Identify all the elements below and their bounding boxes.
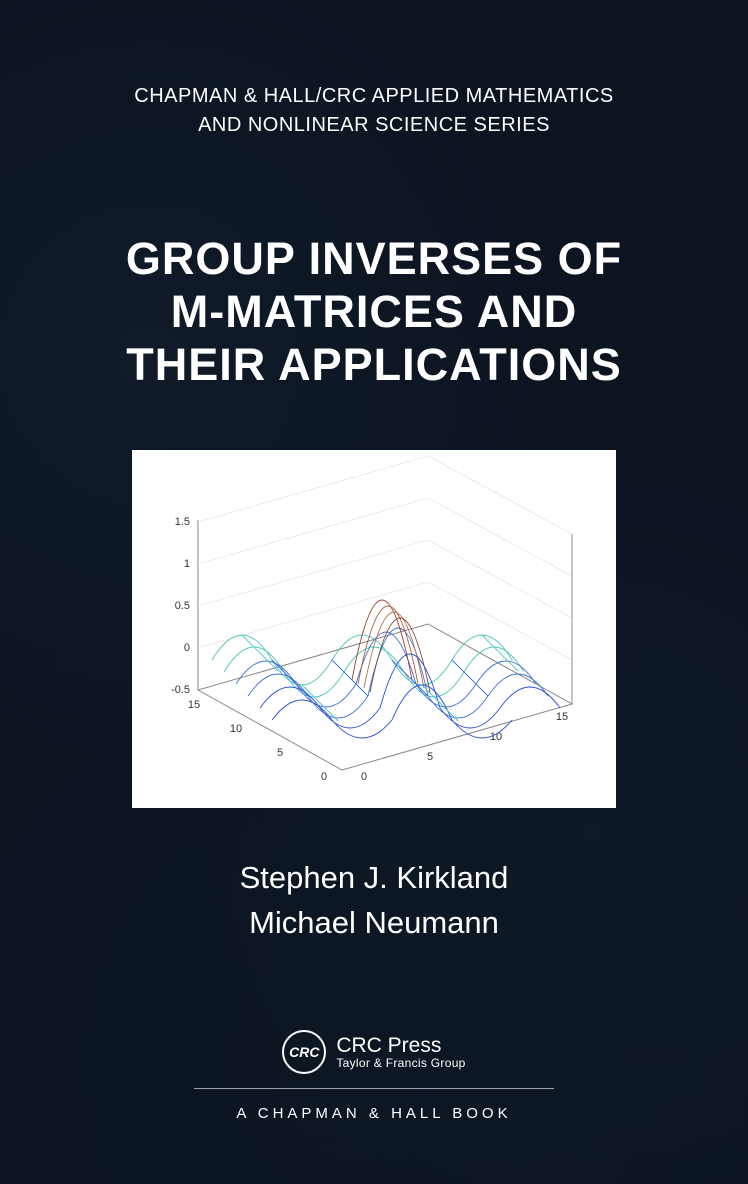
title-line: THEIR APPLICATIONS: [126, 339, 622, 390]
series-line: AND NONLINEAR SCIENCE SERIES: [198, 114, 550, 136]
y-tick: 0: [321, 771, 327, 783]
publisher-name: CRC Press: [336, 1034, 465, 1057]
z-tick: 1: [184, 558, 190, 570]
x-tick: 5: [427, 751, 433, 763]
z-axis-labels: 1.5 1 0.5 0 -0.5: [171, 516, 190, 696]
z-tick: 0: [184, 642, 190, 654]
publisher-text: CRC Press Taylor & Francis Group: [336, 1034, 465, 1070]
author-name: Stephen J. Kirkland: [240, 860, 509, 895]
publisher-tagline: Taylor & Francis Group: [336, 1057, 465, 1070]
title-line: GROUP INVERSES OF: [126, 233, 622, 284]
y-tick: 5: [277, 747, 283, 759]
surface-mesh: [212, 600, 560, 738]
z-gridlines: [198, 456, 572, 660]
y-tick: 10: [230, 723, 242, 735]
y-tick: 15: [188, 699, 200, 711]
cover-plot: 1.5 1 0.5 0 -0.5 15 10 5 0 0 5 10 15: [132, 450, 616, 808]
divider: [194, 1088, 554, 1089]
y-axis-labels: 15 10 5 0: [188, 699, 327, 783]
title-line: M-MATRICES AND: [171, 286, 577, 337]
book-title: GROUP INVERSES OF M-MATRICES AND THEIR A…: [0, 232, 748, 391]
series-line: CHAPMAN & HALL/CRC APPLIED MATHEMATICS: [134, 85, 613, 107]
x-tick: 10: [490, 731, 502, 743]
publisher-block: CRC CRC Press Taylor & Francis Group A C…: [0, 1030, 748, 1122]
author-name: Michael Neumann: [249, 905, 499, 940]
x-tick: 15: [556, 711, 568, 723]
z-tick: -0.5: [171, 684, 190, 696]
authors: Stephen J. Kirkland Michael Neumann: [0, 856, 748, 946]
z-tick: 0.5: [175, 600, 190, 612]
publisher-logo-row: CRC CRC Press Taylor & Francis Group: [282, 1030, 465, 1074]
x-tick: 0: [361, 771, 367, 783]
imprint-line: A CHAPMAN & HALL BOOK: [236, 1105, 511, 1122]
crc-logo-icon: CRC: [282, 1030, 326, 1074]
crc-logo-text: CRC: [289, 1044, 319, 1060]
series-name: CHAPMAN & HALL/CRC APPLIED MATHEMATICS A…: [0, 82, 748, 140]
surface-plot-svg: 1.5 1 0.5 0 -0.5 15 10 5 0 0 5 10 15: [132, 450, 616, 808]
x-axis-labels: 0 5 10 15: [361, 711, 568, 783]
z-tick: 1.5: [175, 516, 190, 528]
plot-box-edges: [198, 454, 572, 770]
